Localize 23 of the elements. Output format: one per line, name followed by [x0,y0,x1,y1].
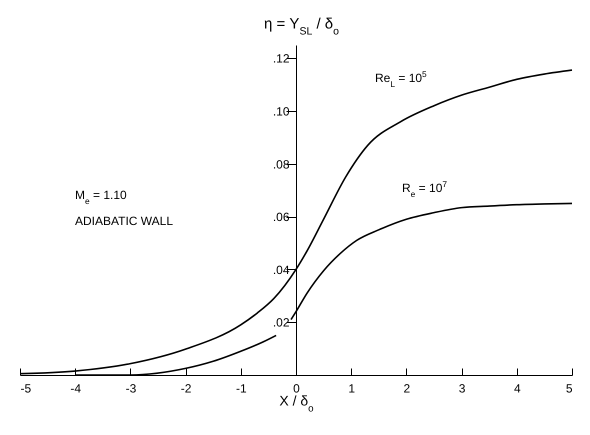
x-tick-label: 4 [514,382,521,396]
x-tick-label: 0 [293,382,300,396]
series-label: Re$_{L}$ = 10$^{5}$ [375,69,428,89]
y-tick-label: .06 [272,210,290,224]
annotation: M$_{e}$ = 1.10 [75,188,128,206]
x-tick-label: -5 [20,382,32,396]
x-axis-title: X / δ$_{o}$ [279,392,314,414]
y-tick-label: .08 [272,157,290,172]
annotation: ADIABATIC WALL [75,214,174,228]
x-tick-label: -3 [126,382,137,396]
series-label: R$_{e}$ = 10$^{7}$ [402,179,448,199]
x-tick-label: -4 [70,382,82,396]
y-tick-label: .12 [272,52,290,66]
x-tick-label: 5 [566,382,573,396]
y-tick-label: .10 [272,104,290,118]
y-tick-label: .04 [272,262,290,277]
y-tick-label: .02 [272,316,290,330]
y-axis-title: η = Y$_{SL}$ / δ$_{o}$ [264,16,340,38]
x-tick-label: -1 [236,382,247,396]
x-tick-label: 3 [458,382,466,396]
x-tick-label: -2 [180,382,192,396]
x-tick-label: 1 [348,382,356,396]
x-tick-label: 2 [404,382,411,396]
